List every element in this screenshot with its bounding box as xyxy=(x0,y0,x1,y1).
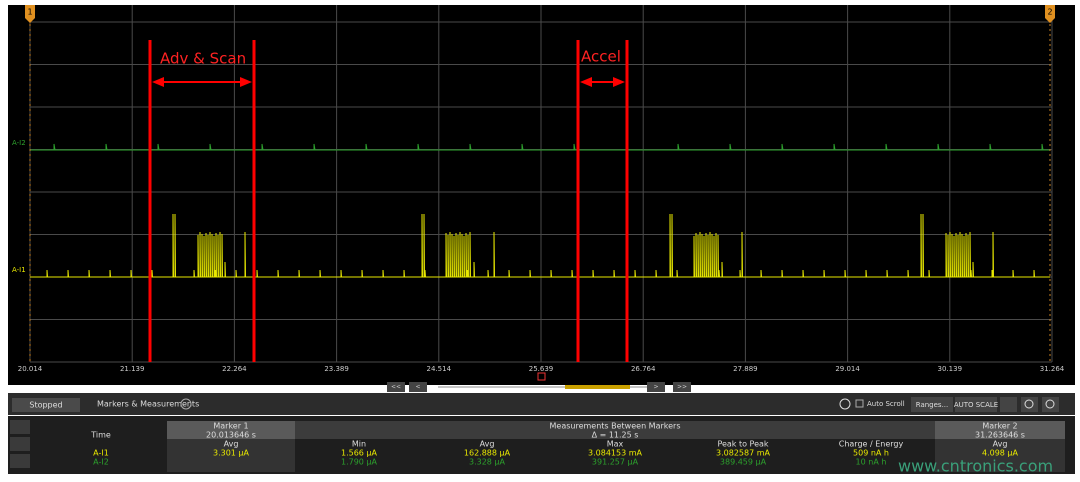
marker1-header xyxy=(167,421,295,439)
marker1-column xyxy=(167,439,295,472)
column-header: Avg xyxy=(480,440,495,449)
nav-label: << xyxy=(391,384,401,391)
checkbox[interactable] xyxy=(855,399,864,408)
column-header: Charge / Energy xyxy=(839,440,904,449)
nav-label: < xyxy=(415,384,420,391)
x-tick-label: 24.514 xyxy=(427,365,452,373)
measurement-value: 1.566 µA xyxy=(341,449,378,458)
annotation-label: Accel xyxy=(581,48,621,66)
panel-title: Markers & Measurements xyxy=(97,400,199,409)
nav-label: > xyxy=(653,384,658,391)
x-tick-label: 29.014 xyxy=(835,365,860,373)
measurement-value: 10 nA h xyxy=(856,458,887,467)
toolbar xyxy=(8,393,1075,415)
column-header: Avg xyxy=(993,440,1008,449)
nav-label: >> xyxy=(677,384,687,391)
x-tick-label: 31.264 xyxy=(1040,365,1065,373)
collapse-icon[interactable] xyxy=(180,398,192,410)
button-label: AUTO SCALE xyxy=(954,401,998,409)
marker2-header xyxy=(935,421,1065,439)
x-tick-label: 25.639 xyxy=(529,365,554,373)
delta-time: Δ = 11.25 s xyxy=(592,431,639,440)
arrowheads xyxy=(152,77,252,87)
channel-label: A-I1 xyxy=(12,266,26,274)
measurement-value: 162.888 µA xyxy=(464,449,511,458)
x-tick-label: 30.139 xyxy=(938,365,963,373)
measurement-value: 389.459 µA xyxy=(720,458,767,467)
marker2-value: 4.098 µA xyxy=(982,449,1019,458)
column-header: Max xyxy=(607,440,624,449)
marker-flag[interactable] xyxy=(25,5,35,23)
measurement-value: 3.328 µA xyxy=(469,458,506,467)
zoom-box-button[interactable] xyxy=(1000,397,1017,412)
x-tick-label: 27.889 xyxy=(733,365,758,373)
column-title: Measurements Between Markers xyxy=(550,422,681,431)
measurement-value: 391.257 µA xyxy=(592,458,639,467)
channel-label: A-I2 xyxy=(12,139,26,147)
side-icon[interactable] xyxy=(10,437,30,451)
crosshair-icon[interactable] xyxy=(839,398,851,410)
row-label: A-I2 xyxy=(93,458,109,467)
nav-button[interactable] xyxy=(673,382,691,392)
column-header: Peak to Peak xyxy=(717,440,768,449)
side-icon[interactable] xyxy=(10,454,30,468)
toggle-label: Auto Scroll xyxy=(867,400,905,408)
time-markers: 1 2 xyxy=(25,5,1055,362)
x-tick-label: 22.264 xyxy=(222,365,247,373)
nav-button[interactable] xyxy=(409,382,427,392)
side-icon[interactable] xyxy=(10,420,30,434)
measurement-value: 1.790 µA xyxy=(341,458,378,467)
measurement-value: 509 nA h xyxy=(853,449,889,458)
column-header: Avg xyxy=(224,440,239,449)
marker1-value: 3.301 µA xyxy=(213,449,250,458)
marker-time: 20.013646 s xyxy=(206,431,256,440)
zoom-in-icon xyxy=(1024,399,1034,409)
column-title: Marker 1 xyxy=(213,422,248,431)
marker-label: 1 xyxy=(27,8,32,17)
row-header: Time xyxy=(90,431,111,440)
nav-button[interactable] xyxy=(387,382,405,392)
traces xyxy=(30,143,1050,278)
status-button[interactable] xyxy=(12,398,80,412)
x-axis: 20.014 21.139 22.264 23.389 24.514 25.639 26.7… xyxy=(18,365,1065,373)
zoom-out-icon xyxy=(1045,399,1055,409)
column-title: Marker 2 xyxy=(982,422,1017,431)
scroll-navigator: << < > >> xyxy=(387,372,691,392)
watermark: www.cntronics.com xyxy=(898,457,1053,476)
row-label: A-I1 xyxy=(93,449,109,458)
zoom-out-button[interactable] xyxy=(1042,397,1059,412)
column-header: Min xyxy=(352,440,366,449)
marker-flag[interactable] xyxy=(1045,5,1055,23)
status: Stopped xyxy=(29,401,62,410)
button[interactable] xyxy=(911,397,953,412)
annotation-label: Adv & Scan xyxy=(160,50,246,68)
arrowheads xyxy=(580,77,625,87)
x-tick-label: 26.764 xyxy=(631,365,656,373)
zoom-in-button[interactable] xyxy=(1021,397,1038,412)
measurement-value: 3.082587 mA xyxy=(716,449,771,458)
trace-a-i1 xyxy=(30,213,1050,278)
marker-label: 2 xyxy=(1047,8,1052,17)
nav-button[interactable] xyxy=(647,382,665,392)
trace-a-i2 xyxy=(30,143,1050,151)
x-tick-label: 23.389 xyxy=(324,365,349,373)
annotations: Adv & Scan Accel xyxy=(148,40,629,362)
measurement-table: Min Avg Max Peak to Peak Charge / Energy A-I1… xyxy=(93,440,1018,467)
scroll-thumb[interactable] xyxy=(565,385,630,389)
button-label: Ranges... xyxy=(916,401,949,409)
x-tick-label: 21.139 xyxy=(120,365,145,373)
between-header xyxy=(295,421,935,439)
button[interactable] xyxy=(955,397,997,412)
center-marker xyxy=(537,372,546,381)
marker2-column xyxy=(935,439,1065,472)
marker-time: 31.263646 s xyxy=(975,431,1025,440)
measurement-value: 3.084153 mA xyxy=(588,449,643,458)
x-tick-label: 20.014 xyxy=(18,365,43,373)
